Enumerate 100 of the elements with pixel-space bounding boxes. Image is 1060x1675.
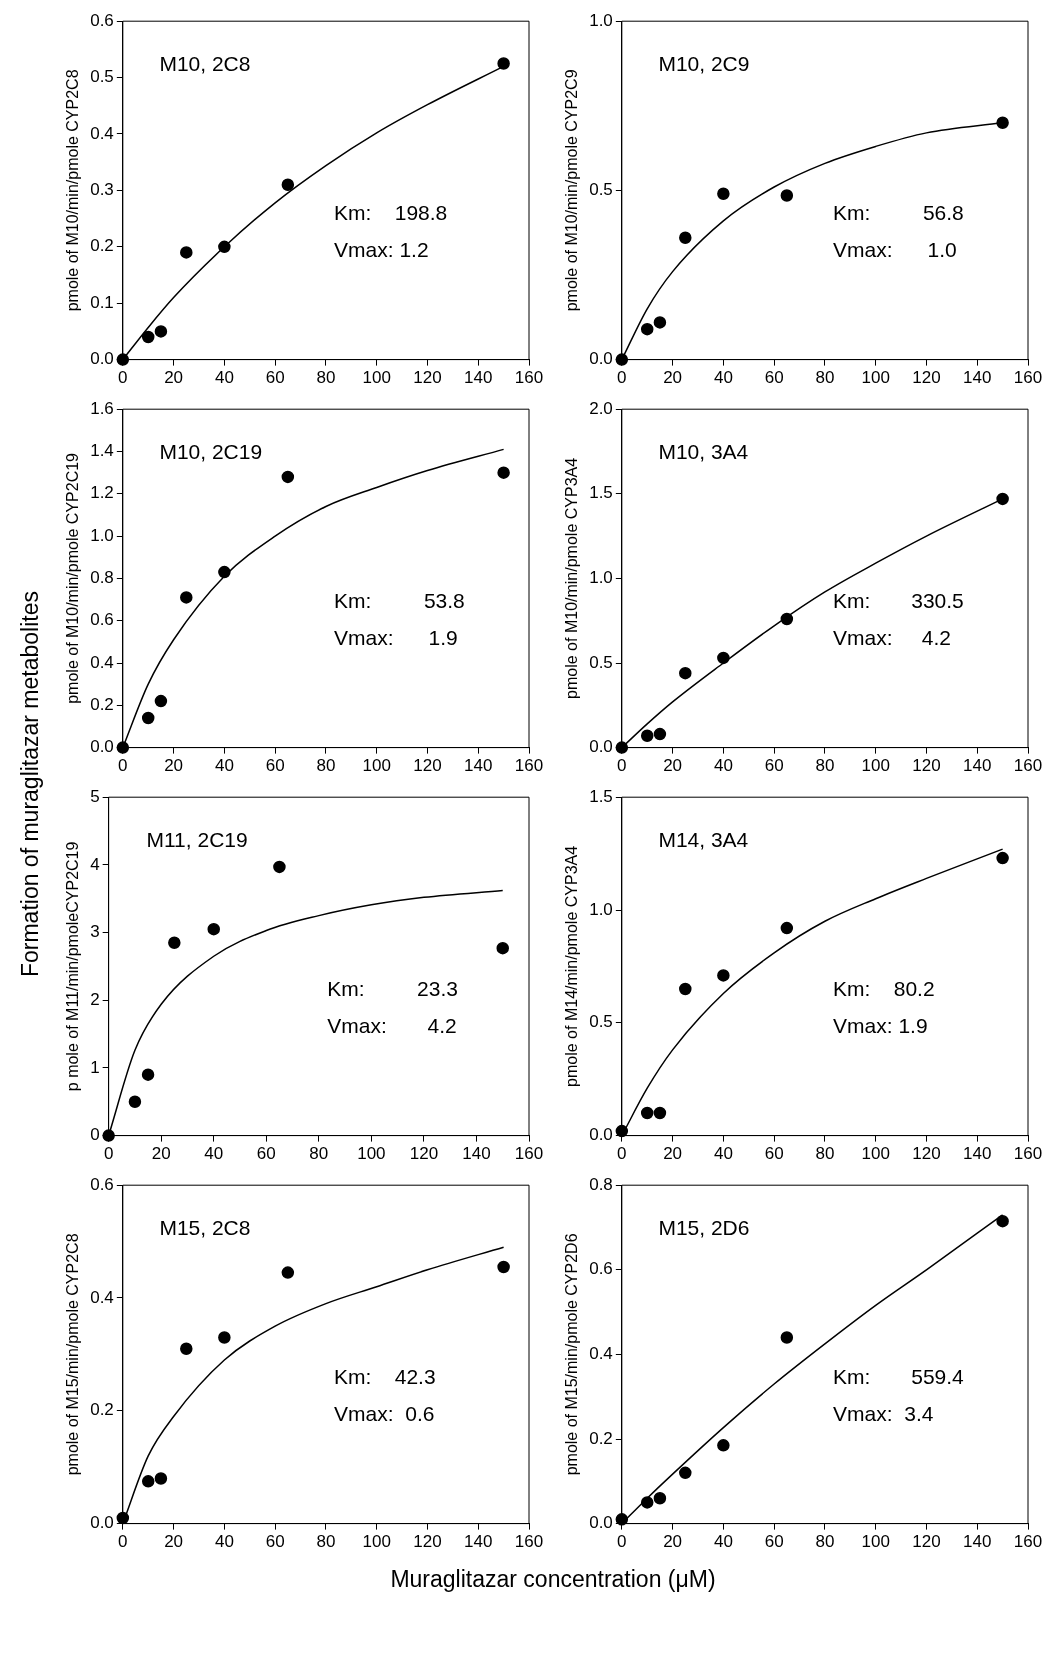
x-tick-label: 40	[713, 368, 733, 388]
x-tick-label: 0	[617, 368, 627, 388]
y-tick-label: 0.4	[90, 123, 114, 143]
text: Formation of muraglitazar metabolites	[16, 590, 44, 978]
y-axis-title: pmole of M10/min/pmole CYP3A4	[563, 457, 581, 699]
x-tick-label: 20	[164, 1532, 184, 1552]
y-axis-title: pmole of M10/min/pmole CYP2C9	[563, 69, 581, 312]
y-tick-label: 0.0	[90, 349, 114, 369]
annotation: Km: 56.8	[833, 200, 964, 224]
x-axis-title: Muraglitazar concentration (μM)	[389, 1566, 717, 1593]
y-tick-label: 1.2	[90, 483, 114, 503]
point	[180, 246, 193, 259]
y-tick-label: 2.0	[589, 398, 613, 418]
x-tick-label: 80	[316, 1532, 336, 1552]
text: M10, 2C9	[658, 51, 750, 75]
point	[780, 921, 794, 935]
y-tick-label: 0.8	[589, 1174, 613, 1194]
text: M10, 2C19	[159, 439, 263, 463]
x-tick-label: 100	[362, 368, 391, 388]
point	[154, 694, 168, 708]
annotation: Km: 23.3	[327, 976, 458, 1000]
point	[180, 1342, 193, 1356]
y-tick-label: 0.5	[589, 1012, 613, 1032]
x-tick-label: 40	[713, 1532, 733, 1552]
y-tick-label: 0.6	[90, 610, 114, 630]
x-tick-label: 120	[413, 368, 442, 388]
annotation: Vmax: 1.9	[334, 626, 458, 650]
y-tick-label: 0.1	[90, 292, 114, 312]
point	[679, 666, 692, 680]
x-tick-label: 40	[204, 1144, 224, 1164]
x-tick-label: 80	[316, 368, 336, 388]
x-tick-label: 20	[663, 1144, 683, 1164]
x-tick-label: 40	[214, 368, 234, 388]
y-tick-label: 0.4	[90, 652, 114, 672]
y-tick-label: 0.5	[589, 180, 613, 200]
x-tick-label: 140	[963, 1144, 992, 1164]
x-tick-label: 40	[713, 1144, 733, 1164]
point	[218, 240, 231, 254]
text: M10, 3A4	[658, 439, 749, 463]
point	[497, 1260, 510, 1274]
point	[141, 711, 155, 725]
y-tick-label: 1.0	[589, 10, 613, 30]
y-tick-label: 0.8	[90, 568, 114, 588]
point	[497, 57, 510, 70]
y-tick-label: 1.6	[90, 398, 114, 418]
y-tick-label: 4	[90, 854, 100, 874]
x-tick-label: 120	[912, 368, 941, 388]
x-tick-label: 80	[815, 1532, 835, 1552]
point	[615, 1513, 629, 1526]
y-tick-label: 0.2	[90, 1400, 114, 1420]
point	[615, 741, 629, 754]
x-tick-label: 100	[861, 756, 890, 776]
y-tick-label: 0.0	[589, 1125, 613, 1145]
point	[218, 565, 231, 579]
y-axis-title: pmole of M15/min/pmole CYP2D6	[563, 1233, 581, 1476]
x-tick-label: 120	[413, 756, 442, 776]
x-tick-label: 100	[861, 368, 890, 388]
point	[116, 353, 130, 366]
y-axis-title: p mole of M11/min/pmoleCYP2C19	[64, 841, 82, 1092]
y-tick-label: 1.5	[589, 786, 613, 806]
x-tick-label: 100	[861, 1532, 890, 1552]
x-tick-label: 60	[764, 756, 784, 776]
y-tick-label: 5	[90, 786, 100, 806]
x-tick-label: 120	[912, 756, 941, 776]
annotation: Km: 53.8	[334, 588, 465, 612]
point	[168, 936, 181, 949]
point	[180, 591, 193, 604]
point	[141, 1068, 155, 1081]
x-tick-label: 140	[963, 756, 992, 776]
text: M15, 2D6	[658, 1215, 750, 1239]
x-tick-label: 160	[514, 368, 544, 388]
y-tick-label: 0.5	[90, 67, 114, 87]
x-tick-label: 60	[265, 1532, 285, 1552]
point	[615, 1124, 629, 1138]
y-tick-label: 0.5	[589, 652, 613, 672]
point	[780, 612, 794, 626]
point	[141, 330, 155, 344]
y-tick-label: 0.0	[589, 349, 613, 369]
y-tick-label: 0	[90, 1125, 100, 1145]
y-tick-label: 0.3	[90, 180, 114, 200]
x-tick-label: 0	[118, 1532, 128, 1552]
point	[780, 189, 794, 202]
x-tick-label: 20	[663, 756, 683, 776]
point	[996, 851, 1009, 865]
y-axis-title: pmole of M14/min/pmole CYP3A4	[563, 845, 581, 1087]
y-tick-label: 0.0	[90, 737, 114, 757]
point	[154, 325, 168, 338]
point	[116, 741, 130, 754]
x-tick-label: 80	[815, 368, 835, 388]
point	[141, 1475, 155, 1488]
annotation: Vmax: 1.2	[334, 238, 429, 262]
x-tick-label: 0	[617, 1144, 627, 1164]
y-tick-label: 2	[90, 989, 100, 1009]
point	[996, 116, 1009, 129]
annotation: Vmax: 3.4	[833, 1402, 934, 1426]
annotation: Vmax: 1.9	[833, 1014, 928, 1038]
point	[116, 1511, 130, 1525]
y-tick-label: 0.0	[589, 737, 613, 757]
y-tick-label: 0.6	[90, 10, 114, 30]
x-tick-label: 60	[764, 368, 784, 388]
